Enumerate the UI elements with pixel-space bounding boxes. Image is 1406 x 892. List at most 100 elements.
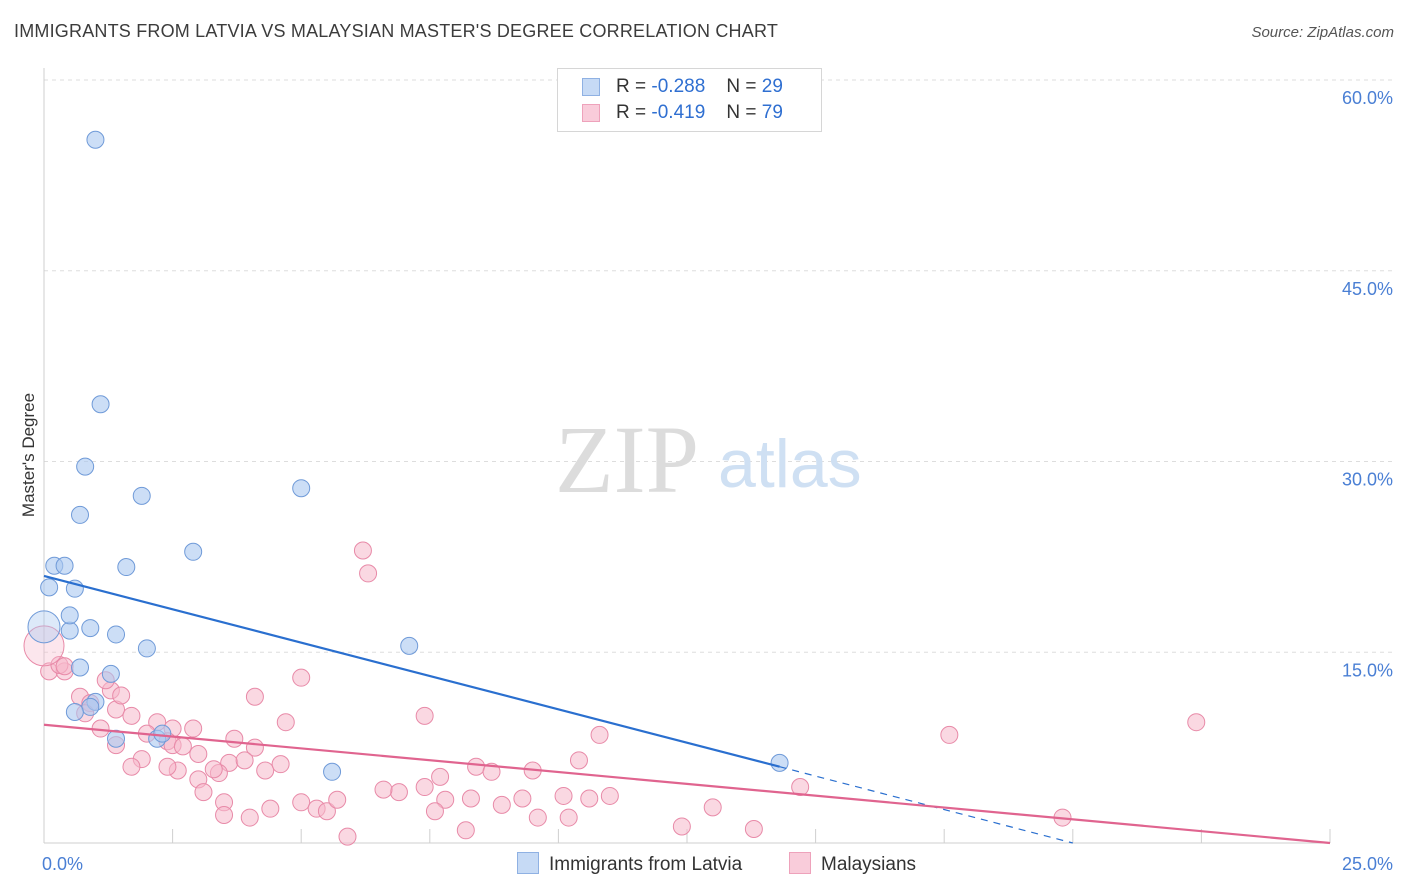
malaysians-point (261, 799, 280, 818)
bottom-legend-label-malaysians: Malaysians (821, 854, 917, 875)
y-axis-label: Master's Degree (19, 393, 38, 517)
malaysians-point (353, 541, 372, 560)
malaysians-point (112, 686, 131, 705)
malaysians-point (374, 780, 393, 799)
malaysians-point (415, 706, 434, 725)
y-tick-label: 30.0% (1342, 470, 1393, 490)
latvia-point (60, 606, 79, 625)
malaysians-points (23, 541, 1206, 846)
malaysians-point (415, 778, 434, 797)
malaysians-point (492, 795, 511, 814)
malaysians-point (1187, 713, 1206, 732)
x-tick-label: 25.0% (1342, 854, 1393, 874)
latvia-point (40, 578, 59, 597)
malaysians-point (271, 755, 290, 774)
malaysians-point (292, 793, 311, 812)
latvia-point (132, 486, 151, 505)
x-tick-label: 0.0% (42, 854, 83, 874)
legend-text-malaysians: R = -0.419 N = 79 (616, 102, 783, 124)
malaysians-point (467, 757, 486, 776)
malaysians-point (744, 820, 763, 839)
malaysians-point (256, 761, 275, 780)
legend-r-value: -0.288 (651, 76, 706, 97)
latvia-point (117, 558, 136, 577)
trend-lines (43, 574, 1331, 845)
source-label: Source: ZipAtlas.com (1251, 24, 1394, 41)
malaysians-point (173, 737, 192, 756)
watermark: ZIP atlas (555, 406, 862, 513)
latvia-point (27, 610, 61, 644)
latvia-point (323, 762, 342, 781)
bottom-legend-swatch-latvia (517, 852, 539, 874)
latvia-point (81, 697, 100, 716)
malaysians-point (194, 783, 213, 802)
latvia-point (137, 639, 156, 658)
malaysians-point (940, 725, 959, 744)
latvia-point (86, 130, 105, 149)
bottom-legend-malaysians: Malaysians (789, 852, 916, 876)
malaysians-point (317, 802, 336, 821)
malaysians-point (184, 719, 203, 738)
malaysians-point (122, 757, 141, 776)
malaysians-point (122, 706, 141, 725)
malaysians-point (600, 786, 619, 805)
y-tick-labels: 15.0% 30.0% 45.0% 60.0% (1342, 88, 1393, 680)
malaysians-point (55, 657, 74, 676)
malaysians-point (328, 790, 347, 809)
malaysians-point (204, 760, 223, 779)
malaysians-point (580, 789, 599, 808)
legend-text-latvia: R = -0.288 N = 29 (616, 76, 783, 98)
malaysians-point (513, 789, 532, 808)
x-tick-labels: 0.0% 25.0% (42, 854, 1393, 874)
latvia-point (107, 625, 126, 644)
grid-layer (44, 79, 1395, 653)
malaysians-point (389, 783, 408, 802)
latvia-point (55, 556, 74, 575)
malaysians-point (276, 713, 295, 732)
malaysians-point (359, 564, 378, 583)
latvia-points (27, 130, 789, 781)
malaysians-point (569, 751, 588, 770)
bottom-legend-label-latvia: Immigrants from Latvia (549, 854, 743, 875)
malaysians-point (245, 687, 264, 706)
y-tick-label: 45.0% (1342, 279, 1393, 299)
malaysians-point (590, 725, 609, 744)
legend-n-value: 29 (761, 76, 783, 97)
malaysians-point (292, 668, 311, 687)
malaysians-point (189, 744, 208, 763)
malaysians-point (215, 806, 234, 825)
latvia-point (400, 636, 419, 655)
malaysians-point (338, 827, 357, 846)
malaysians-point (225, 729, 244, 748)
malaysians-point (158, 757, 177, 776)
legend-swatch-latvia (582, 78, 600, 96)
latvia-point (76, 457, 95, 476)
malaysians-point (791, 778, 810, 797)
correlation-legend: R = -0.288 N = 29 R = -0.419 N = 79 (557, 68, 822, 132)
latvia-trend-extension (779, 766, 1073, 844)
latvia-point (184, 542, 203, 561)
latvia-trend-line (43, 574, 780, 768)
legend-swatch-malaysians (582, 104, 600, 122)
legend-r-label: R = (616, 102, 647, 123)
malaysians-point (235, 751, 254, 770)
legend-n-label: N = (726, 76, 757, 97)
malaysians-point (672, 817, 691, 836)
malaysians-point (528, 808, 547, 827)
watermark-zip: ZIP (555, 406, 699, 513)
latvia-point (153, 724, 172, 743)
malaysians-point (554, 786, 573, 805)
y-tick-label: 15.0% (1342, 660, 1393, 680)
y-tick-label: 60.0% (1342, 88, 1393, 108)
watermark-atlas: atlas (718, 426, 862, 502)
chart-title: IMMIGRANTS FROM LATVIA VS MALAYSIAN MAST… (14, 21, 779, 41)
bottom-legend-latvia: Immigrants from Latvia (517, 852, 742, 876)
malaysians-point (240, 808, 259, 827)
latvia-point (65, 703, 84, 722)
malaysians-point (456, 821, 475, 840)
legend-n-value: 79 (761, 102, 783, 123)
latvia-point (292, 479, 311, 498)
latvia-point (770, 753, 789, 772)
malaysians-point (461, 789, 480, 808)
malaysians-point (703, 798, 722, 817)
